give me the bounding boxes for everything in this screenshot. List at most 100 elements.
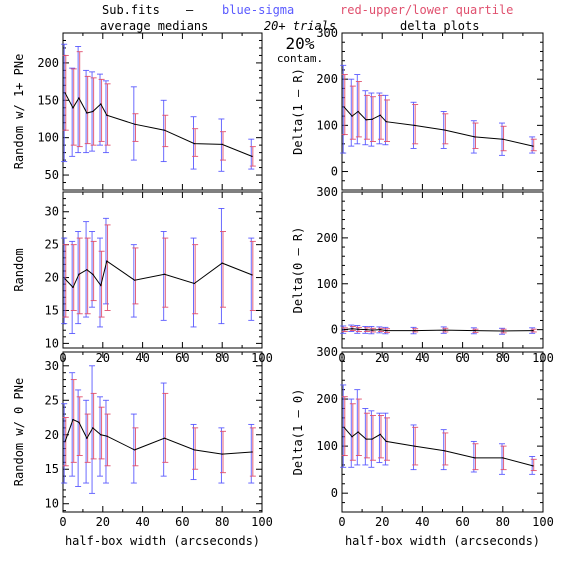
median-line (64, 260, 253, 289)
data-point (193, 282, 195, 285)
panel-bottom-left: 0 20 40 60 80 100 10 15 20 25 30 Random w/ 0 PNe hal… (12, 351, 273, 548)
right-column-title: delta plots (400, 19, 479, 33)
y-tick-label: 0 (331, 486, 338, 500)
y-tick-label: 100 (316, 277, 338, 291)
x-tick-label: 0 (59, 515, 66, 529)
data-point (502, 457, 504, 459)
data-point (443, 329, 446, 331)
left-column-title: average medians (100, 19, 208, 33)
data-point (193, 449, 195, 451)
data-point (64, 441, 66, 443)
data-point (343, 426, 345, 428)
y-tick-label: 25 (45, 238, 59, 252)
x-tick-label: 60 (455, 515, 469, 529)
y-tick-label: 50 (45, 168, 59, 182)
data-point (86, 437, 88, 439)
plot-frame (62, 351, 263, 513)
data-point (78, 97, 80, 99)
data-point (343, 106, 345, 108)
data-point (86, 269, 88, 271)
data-point (78, 273, 80, 275)
plot-frame (62, 191, 263, 349)
panel-top-right: 0 100 200 300 Delta(1 – R) (291, 26, 544, 191)
figure-header: Sub.fits – blue-sigma red-upper/lower qu… (100, 3, 513, 65)
y-tick-label: 200 (37, 56, 59, 70)
data-point (64, 92, 66, 94)
x-tick-label: 20 (375, 515, 389, 529)
x-tick-label: 80 (215, 515, 229, 529)
x-tick-label: 100 (251, 515, 273, 529)
data-point (134, 449, 136, 451)
data-point (532, 465, 534, 467)
data-point (379, 433, 381, 435)
data-point (502, 330, 504, 332)
data-point (357, 431, 359, 433)
median-line (64, 418, 253, 455)
y-tick-label: 15 (45, 303, 59, 317)
data-point (365, 438, 367, 440)
y-tick-label: 100 (37, 131, 59, 145)
data-point (474, 329, 476, 332)
y-tick-label: 200 (316, 392, 338, 406)
panel-top-left: 50 100 150 200 Random w/ 1+ PNe (12, 32, 263, 191)
data-point (100, 284, 102, 287)
data-point (221, 453, 223, 455)
contamination-percent: 20% (286, 34, 315, 53)
data-point (343, 329, 345, 331)
y-tick-label: 20 (45, 428, 59, 442)
y-tick-label: 0 (331, 323, 338, 337)
data-point (92, 273, 94, 275)
data-point (100, 103, 102, 105)
data-point (221, 262, 223, 264)
data-point (92, 110, 94, 113)
y-tick-label: 150 (37, 93, 59, 107)
data-point (413, 124, 415, 126)
data-point (251, 274, 253, 276)
legend-red-quartile: red-upper/lower quartile (340, 3, 513, 17)
data-point (134, 279, 136, 281)
x-tick-label: 20 (96, 515, 110, 529)
data-point (351, 115, 353, 117)
data-point (502, 138, 504, 140)
data-point (532, 329, 534, 332)
data-point (371, 329, 373, 331)
y-tick-label: 25 (45, 393, 59, 407)
y-axis-label: Delta(1 – 0) (291, 389, 305, 476)
median-line (343, 106, 534, 147)
data-point (163, 129, 166, 131)
data-point (351, 328, 353, 330)
x-tick-label: 60 (175, 515, 189, 529)
data-point (72, 418, 74, 421)
x-tick-label: 0 (338, 515, 345, 529)
y-axis-label: Random (12, 248, 26, 291)
plot-frame (341, 191, 544, 349)
y-tick-label: 10 (45, 497, 59, 511)
data-point (379, 114, 381, 116)
data-point (371, 438, 373, 440)
y-tick-label: 300 (316, 345, 338, 359)
trials-label: 20+ trials (264, 19, 336, 33)
data-point (251, 155, 253, 157)
y-tick-label: 30 (45, 359, 59, 373)
data-point (385, 440, 387, 443)
data-point (86, 112, 88, 114)
data-point (351, 436, 353, 438)
data-point (357, 110, 359, 113)
data-point (251, 451, 253, 453)
data-point (385, 121, 387, 123)
data-point (78, 421, 80, 423)
data-point (379, 329, 381, 331)
data-point (413, 445, 415, 447)
data-point (134, 123, 136, 125)
data-point (474, 457, 476, 459)
data-point (371, 118, 373, 120)
data-point (163, 437, 166, 439)
data-point (532, 145, 534, 147)
data-point (221, 143, 223, 145)
median-line (343, 328, 534, 332)
file-label: Sub.fits (102, 3, 160, 17)
data-point (72, 286, 74, 289)
data-point (163, 273, 166, 275)
